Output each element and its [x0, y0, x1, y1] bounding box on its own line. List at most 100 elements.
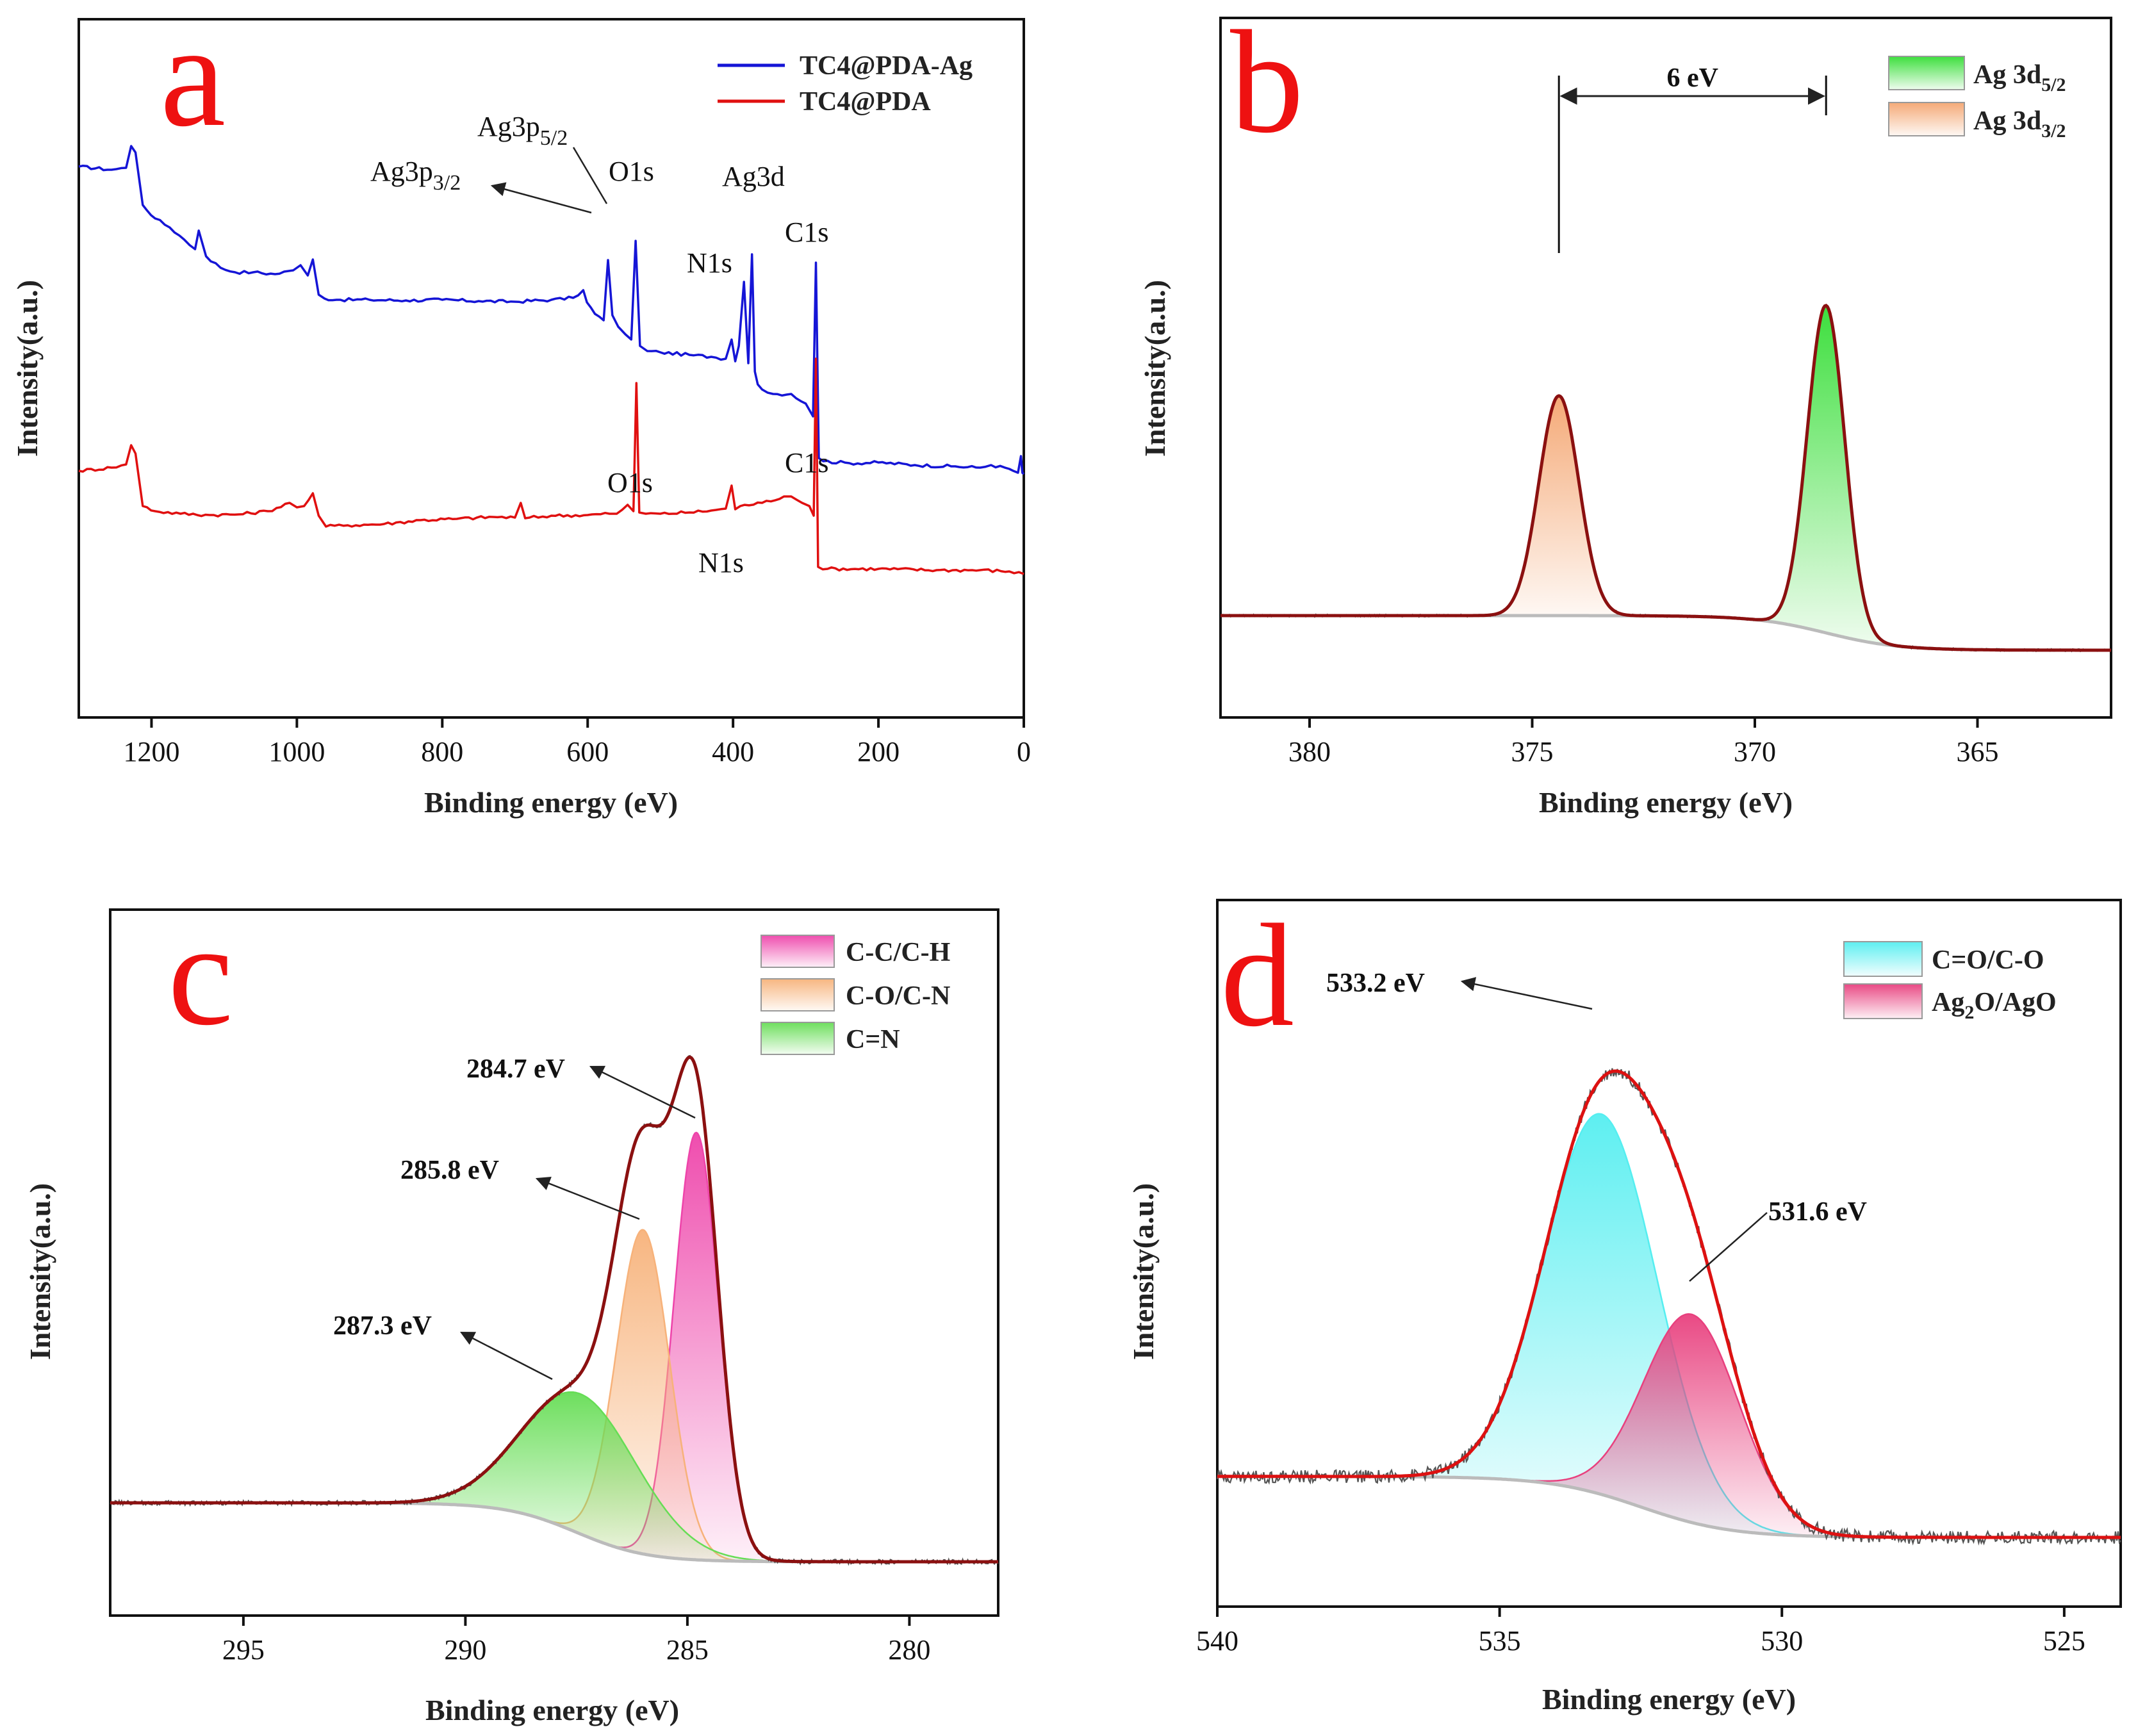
legend-swatch-co: [1843, 941, 1923, 977]
grad-c-x-tick-label-295: 295: [222, 1634, 265, 1666]
label-o1s-upper: O1s: [609, 156, 654, 187]
background-line: [1221, 614, 2111, 652]
fit-envelope-line: [110, 1055, 998, 1564]
panel-a-x-tick-label-1000: 1000: [268, 736, 325, 767]
panel-b-y-axis-title: Intensity(a.u.): [1138, 280, 1171, 457]
split-label: 6 eV: [1666, 63, 1718, 93]
panel-a-x-tick-label-200: 200: [857, 736, 900, 767]
arrow-533-2: [1460, 977, 1593, 1010]
legend-swatch-cc-ch: [760, 935, 835, 968]
grad-d-x-tick-label-540: 540: [1196, 1625, 1238, 1657]
panel-c-letter: c: [168, 892, 233, 1056]
grad-d-x-tick-label-530: 530: [1761, 1625, 1803, 1657]
arrow-ag3p32: [490, 182, 592, 214]
panel-c-frame: [109, 908, 999, 1617]
panel-d-letter: d: [1221, 894, 1294, 1057]
grad-c-x-tick-label-285: 285: [666, 1634, 709, 1666]
label-ag3d: Ag3d: [722, 161, 785, 192]
panel-d-x-axis-title: Binding energy (eV): [1542, 1683, 1796, 1716]
label-285-8: 285.8 eV: [400, 1156, 499, 1185]
panel-a-letter: a: [160, 0, 226, 157]
legend-swatch-ag3d32: [1888, 102, 1965, 136]
fit-envelope-line: [1217, 1069, 2121, 1539]
grad-b-x-tick-label-370: 370: [1734, 736, 1776, 767]
legend-label-tc4-pda: TC4@PDA: [800, 87, 931, 117]
panel-a-x-tick-label-0: 0: [1017, 736, 1031, 767]
panel-d-y-axis-title: Intensity(a.u.): [1127, 1183, 1160, 1360]
legend-label-cn: C=N: [846, 1025, 900, 1054]
raw-data-line: [1220, 304, 2112, 653]
grad-b-x-tick-label-365: 365: [1957, 736, 1999, 767]
arrow-285-8: [535, 1176, 640, 1220]
panel-d-curves: [1216, 1068, 2121, 1546]
legend-label-co-cn: C-O/C-N: [846, 981, 950, 1011]
grad-d-x-tick-label-525: 525: [2043, 1625, 2085, 1657]
legend-label-tc4-pda-ag: TC4@PDA-Ag: [800, 51, 973, 81]
panel-a-x-tick-label-600: 600: [566, 736, 609, 767]
panel-c-annotations: 284.7 eV 285.8 eV 287.3 eV: [333, 1054, 696, 1380]
label-287-3: 287.3 eV: [333, 1311, 432, 1341]
label-ag3p32: Ag3p3/2: [370, 156, 461, 195]
panel-c-c1s-spectrum: 295 290 285 280 c Binding energy (eV) Inten…: [24, 892, 999, 1726]
panel-b-frame: [1219, 17, 2112, 719]
panel-b-x-axis: 380 375 370 365: [1288, 717, 1999, 767]
component-ag-3d3-2: [1484, 395, 1634, 617]
label-284-7: 284.7 eV: [466, 1054, 565, 1084]
panel-c-legend: C-C/C-H C-O/C-N C=N: [760, 935, 950, 1055]
panel-b-split-annotation: 6 eV: [1558, 63, 1827, 253]
line-531-6: [1689, 1212, 1768, 1282]
panel-d-annotations: 533.2 eV 531.6 eV: [1326, 969, 1867, 1282]
legend-label-ag3d32: Ag 3d3/2: [1973, 106, 2066, 142]
panel-c-x-axis: 295 290 285 280: [222, 1616, 930, 1666]
line-ag3p52: [572, 147, 608, 204]
panel-b-legend: Ag 3d5/2 Ag 3d3/2: [1888, 56, 2066, 142]
panel-a-survey-spectrum: 1200 1000 800 600 400 200 0 a Binding energy (…: [11, 0, 1031, 819]
panel-d-o1s-spectrum: 540 535 530 525 d Binding energy (eV) Inten…: [1127, 894, 2122, 1716]
grad-c-x-tick-label-280: 280: [888, 1634, 930, 1666]
panel-a-frame: [78, 18, 1025, 719]
panel-b-x-axis-title: Binding energy (eV): [1539, 786, 1793, 819]
legend-label-ag3d52: Ag 3d5/2: [1973, 60, 2066, 95]
panel-c-y-axis-title: Intensity(a.u.): [24, 1183, 56, 1360]
label-ag3p52: Ag3p5/2: [477, 111, 568, 150]
grad-c-x-tick-label-290: 290: [444, 1634, 486, 1666]
panel-d-legend: C=O/C-O Ag2O/AgO: [1843, 941, 2057, 1023]
label-o1s-lower: O1s: [607, 467, 653, 498]
panel-d-frame: [1216, 899, 2122, 1608]
panel-a-y-axis-title: Intensity(a.u.): [11, 280, 44, 457]
panel-b-letter: b: [1230, 0, 1304, 163]
label-531-6: 531.6 eV: [1768, 1197, 1867, 1227]
legend-swatch-ag3d52: [1888, 56, 1965, 90]
arrow-287-3: [459, 1331, 553, 1380]
legend-swatch-cn: [760, 1022, 835, 1055]
legend-swatch-ag2o: [1843, 983, 1923, 1019]
grad-b-x-tick-label-380: 380: [1288, 736, 1331, 767]
panel-c-curves: [110, 1054, 999, 1566]
panel-b-curves: [1220, 304, 2112, 653]
panel-a-x-tick-label-400: 400: [712, 736, 754, 767]
fit-envelope-line: [1221, 304, 2111, 652]
panel-a-x-axis: 1200 1000 800 600 400 200 0: [123, 717, 1031, 767]
label-c1s-upper: C1s: [785, 217, 828, 248]
arrow-284-7: [589, 1065, 696, 1119]
panel-b-ag3d-spectrum: 380 375 370 365 b Binding energy (eV) Inten…: [1138, 0, 2112, 819]
panel-a-x-axis-title: Binding energy (eV): [424, 786, 678, 819]
legend-label-ag2o: Ag2O/AgO: [1932, 988, 2057, 1023]
legend-swatch-co-cn: [760, 978, 835, 1011]
label-533-2: 533.2 eV: [1326, 969, 1425, 998]
panel-a-curves: [78, 145, 1025, 575]
grad-b-x-tick-label-375: 375: [1511, 736, 1554, 767]
panel-d-x-axis: 540 535 530 525: [1196, 1607, 2085, 1657]
label-c1s-lower: C1s: [785, 447, 828, 479]
legend-label-cc-ch: C-C/C-H: [846, 938, 950, 967]
panel-a-x-tick-label-1200: 1200: [123, 736, 179, 767]
panel-c-x-axis-title: Binding energy (eV): [425, 1694, 679, 1726]
panel-a-x-tick-label-800: 800: [421, 736, 463, 767]
legend-label-co: C=O/C-O: [1932, 946, 2044, 975]
label-n1s-upper: N1s: [687, 247, 732, 279]
panel-a-annotations: Ag3p3/2 Ag3p5/2 O1s Ag3d N1s C1s O1s N1s…: [370, 111, 828, 578]
component-ag-3d5-2: [1755, 304, 1897, 647]
grad-d-x-tick-label-535: 535: [1479, 1625, 1521, 1657]
series-line-tc4-pda: [78, 357, 1024, 575]
